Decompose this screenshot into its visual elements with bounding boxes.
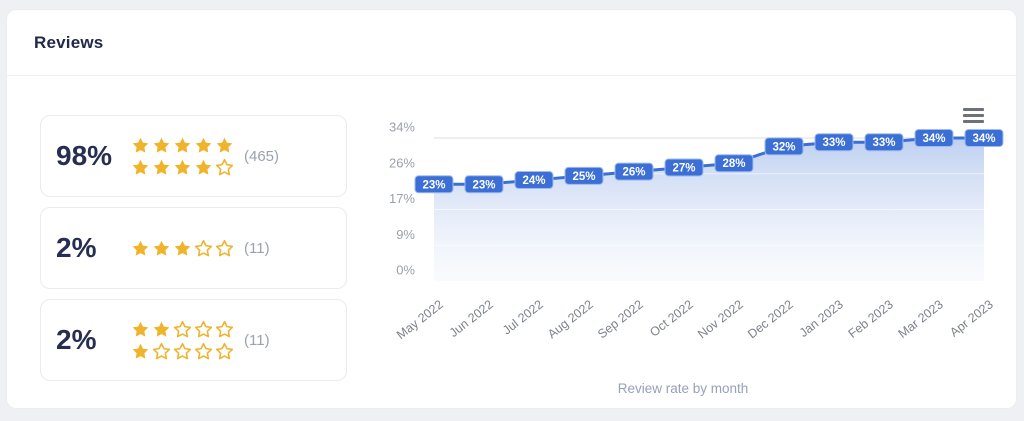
data-label-value: 26% [622, 167, 645, 179]
star-filled-icon [153, 159, 170, 175]
star-filled-icon [132, 159, 149, 175]
data-label-box [564, 166, 604, 185]
star-row [131, 342, 234, 361]
rating-cards: 98% (465) 2% (11) 2% (11) [40, 115, 347, 381]
data-label-box [964, 129, 1004, 147]
star-outline-icon [194, 342, 213, 359]
data-label-value: 34% [922, 133, 945, 145]
star-outline-icon [194, 239, 213, 256]
star-outline-icon [173, 342, 192, 359]
x-axis-label: Jul 2022 [500, 297, 546, 337]
star-row [131, 158, 234, 177]
star-filled-icon [132, 137, 149, 153]
star-outline-icon [215, 320, 234, 337]
chart-caption: Review rate by month [617, 381, 749, 396]
y-axis-label: 34% [389, 120, 415, 135]
y-axis-label: 26% [389, 155, 415, 170]
star-rating-rows [131, 136, 234, 177]
star-outline-icon [194, 320, 213, 337]
data-label-box [814, 133, 854, 152]
x-axis-label: Oct 2022 [647, 297, 696, 339]
rating-card: 98% (465) [40, 115, 347, 197]
data-label-box [914, 129, 954, 147]
rating-card: 2% (11) [40, 299, 347, 381]
review-rate-chart: 34% 26% 17% 9% 0% 23% 23% 24% 25% 26% 27% 28% 32% 33%… [389, 120, 1004, 342]
review-count: (11) [244, 331, 270, 349]
x-axis-label: Feb 2023 [846, 297, 896, 341]
rating-percent: 2% [56, 232, 97, 263]
star-filled-icon [132, 343, 149, 359]
chart-menu-icon[interactable] [963, 108, 985, 123]
data-label-box [464, 175, 504, 194]
x-axis-label: May 2022 [394, 297, 446, 342]
star-rating-rows [131, 320, 234, 361]
page-title: Reviews [34, 32, 104, 52]
x-axis-label: Dec 2022 [745, 297, 796, 341]
x-axis-label: Jan 2023 [797, 297, 846, 340]
y-axis-label: 9% [396, 227, 415, 242]
data-label-box [514, 171, 554, 190]
data-label-box [414, 175, 454, 194]
x-axis-label: Apr 2023 [947, 297, 996, 339]
x-axis-label: Nov 2022 [695, 297, 746, 341]
star-filled-icon [174, 240, 191, 256]
star-filled-icon [153, 240, 170, 256]
data-label-value: 34% [972, 133, 995, 145]
y-axis-label: 17% [389, 191, 415, 206]
data-label-value: 24% [522, 175, 545, 187]
data-label-value: 33% [872, 137, 895, 149]
star-filled-icon [132, 240, 149, 256]
star-filled-icon [174, 137, 191, 153]
data-label-box [614, 162, 654, 181]
reviews-panel: Reviews 98% (465) 2% (11) 2% (11) 34% 26% 17% 9%… [6, 9, 1017, 409]
star-outline-icon [215, 342, 234, 359]
rating-card: 2% (11) [40, 207, 347, 289]
star-filled-icon [195, 137, 212, 153]
star-rating-rows [131, 239, 234, 258]
star-filled-icon [132, 321, 149, 337]
star-filled-icon [153, 137, 170, 153]
panel-header: Reviews [7, 10, 1016, 76]
star-outline-icon [173, 320, 192, 337]
star-row [131, 239, 234, 258]
star-outline-icon [215, 239, 234, 256]
data-label-value: 28% [722, 158, 745, 170]
data-label-box [764, 137, 804, 156]
star-row [131, 136, 234, 155]
data-label-box [714, 154, 754, 173]
star-filled-icon [174, 159, 191, 175]
data-label-value: 23% [422, 179, 445, 191]
y-axis-label: 0% [396, 263, 415, 278]
data-label-value: 25% [572, 171, 595, 183]
star-outline-icon [215, 158, 234, 175]
x-axis-label: Aug 2022 [545, 297, 596, 341]
x-axis-label: Mar 2023 [896, 297, 946, 341]
star-outline-icon [152, 342, 171, 359]
star-filled-icon [216, 137, 233, 153]
data-label-value: 32% [772, 141, 795, 153]
review-count: (11) [244, 239, 270, 257]
data-label-value: 33% [822, 137, 845, 149]
x-axis-label: Jun 2022 [447, 297, 496, 340]
rating-percent: 98% [56, 140, 113, 171]
x-axis-label: Sep 2022 [595, 297, 646, 341]
review-count: (465) [244, 147, 280, 165]
data-label-box [864, 133, 904, 152]
rating-percent: 2% [56, 324, 97, 355]
data-label-box [664, 158, 704, 177]
data-label-value: 23% [472, 179, 495, 191]
star-row [131, 320, 234, 339]
star-filled-icon [153, 321, 170, 337]
data-label-value: 27% [672, 162, 695, 174]
star-filled-icon [195, 159, 212, 175]
